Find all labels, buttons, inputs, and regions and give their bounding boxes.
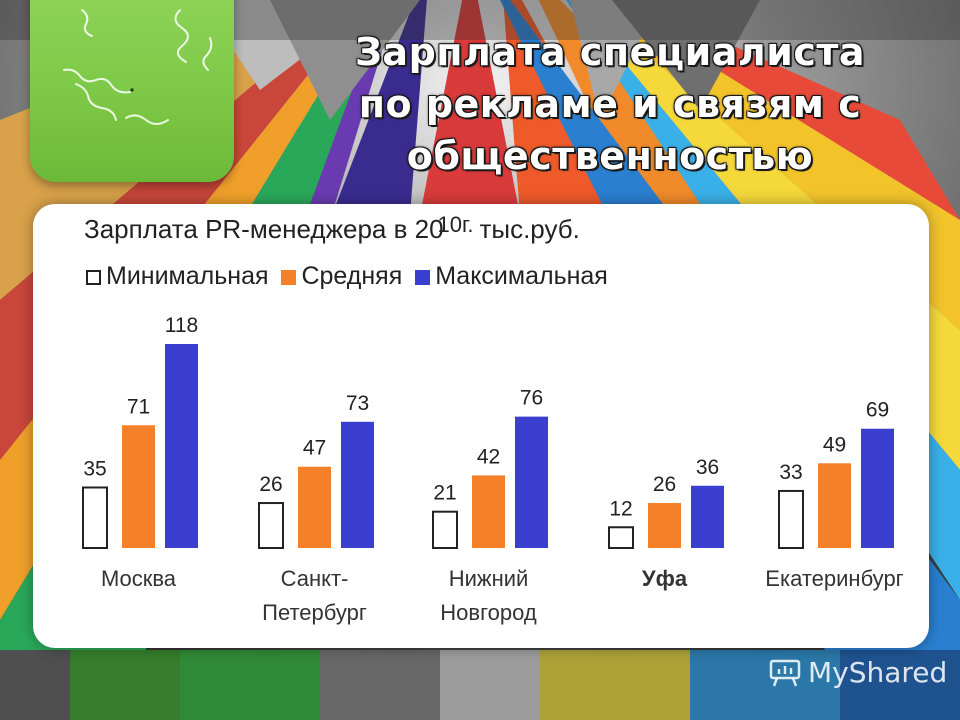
chart-title: Зарплата PR-менеджера в 2010г. тыс.руб. [84, 212, 580, 245]
bar-minimum [608, 526, 634, 550]
bar-average [818, 463, 851, 548]
bar-minimum [432, 510, 458, 549]
bar-group: 35 71 118 Москва [82, 314, 198, 591]
bar-value-label: 118 [165, 314, 198, 337]
bar-value-label: 71 [127, 395, 150, 418]
legend-swatch-minimum [86, 270, 101, 285]
category-label: Москва [101, 566, 177, 591]
bar-average [472, 475, 505, 548]
bar-average [648, 503, 681, 548]
category-label: Нижний [449, 566, 529, 591]
watermark-text: MyShared [808, 656, 948, 689]
bar-value-label: 26 [259, 473, 282, 496]
legend-label-maximum: Максимальная [435, 262, 608, 290]
bar-average [298, 466, 331, 548]
squiggle-decoration-icon [63, 9, 213, 125]
bar-value-label: 73 [346, 392, 369, 415]
bar-value-label: 42 [477, 445, 500, 468]
bar-minimum [82, 486, 108, 550]
legend-label-minimum: Минимальная [106, 262, 269, 290]
bar-value-label: 76 [520, 387, 543, 410]
bar-maximum [341, 421, 374, 548]
bar-value-label: 69 [866, 399, 889, 422]
category-label: Санкт- [281, 566, 349, 591]
bar-value-label: 36 [696, 456, 719, 479]
bar-value-label: 49 [823, 433, 846, 456]
bar-value-label: 26 [653, 473, 676, 496]
bar-maximum [691, 485, 724, 548]
bar-group: 26 47 73 Санкт- Петербург [258, 392, 374, 625]
bar-value-label: 21 [433, 482, 456, 505]
bar-value-label: 12 [609, 497, 632, 520]
bar-value-label: 35 [83, 457, 106, 480]
bar-group: 33 49 69 Екатеринбург [765, 399, 903, 591]
legend-swatch-maximum [415, 270, 431, 285]
category-label: Петербург [262, 600, 367, 625]
bar-minimum [258, 502, 284, 549]
chart-title-overlap: 10г. [437, 212, 474, 237]
legend-label-average: Средняя [301, 262, 403, 290]
myshared-logo-icon [769, 659, 801, 687]
category-label: Новгород [440, 600, 537, 625]
legend-item-minimum: Минимальная [86, 262, 269, 291]
myshared-watermark: MyShared [768, 656, 947, 689]
bar-group: 12 26 36 Уфа [608, 456, 724, 591]
chart-legend: Минимальная Средняя Максимальная [86, 262, 614, 291]
bar-maximum [861, 428, 894, 548]
legend-item-maximum: Максимальная [415, 262, 608, 291]
slide-title: Зарплата специалиста по рекламе и связям… [354, 30, 866, 178]
bar-average [122, 425, 155, 548]
chart-title-tail: тыс.руб. [479, 214, 580, 244]
chart-title-main: Зарплата PR-менеджера в 20 [84, 214, 444, 244]
bar-value-label: 33 [779, 461, 802, 484]
legend-swatch-average [281, 270, 297, 285]
bar-value-label: 47 [303, 437, 326, 460]
bar-group: 21 42 76 Нижний Новгород [432, 387, 548, 625]
category-label: Екатеринбург [765, 566, 903, 591]
bar-maximum [515, 416, 548, 548]
category-label: Уфа [642, 566, 688, 591]
bar-maximum [165, 344, 198, 548]
bar-minimum [778, 489, 804, 550]
green-decorative-tab [30, 0, 234, 182]
bar-chart: 35 71 118 Москва 26 47 73 Санкт- Петербург 21 42 76… [82, 314, 904, 625]
legend-item-average: Средняя [281, 262, 402, 291]
